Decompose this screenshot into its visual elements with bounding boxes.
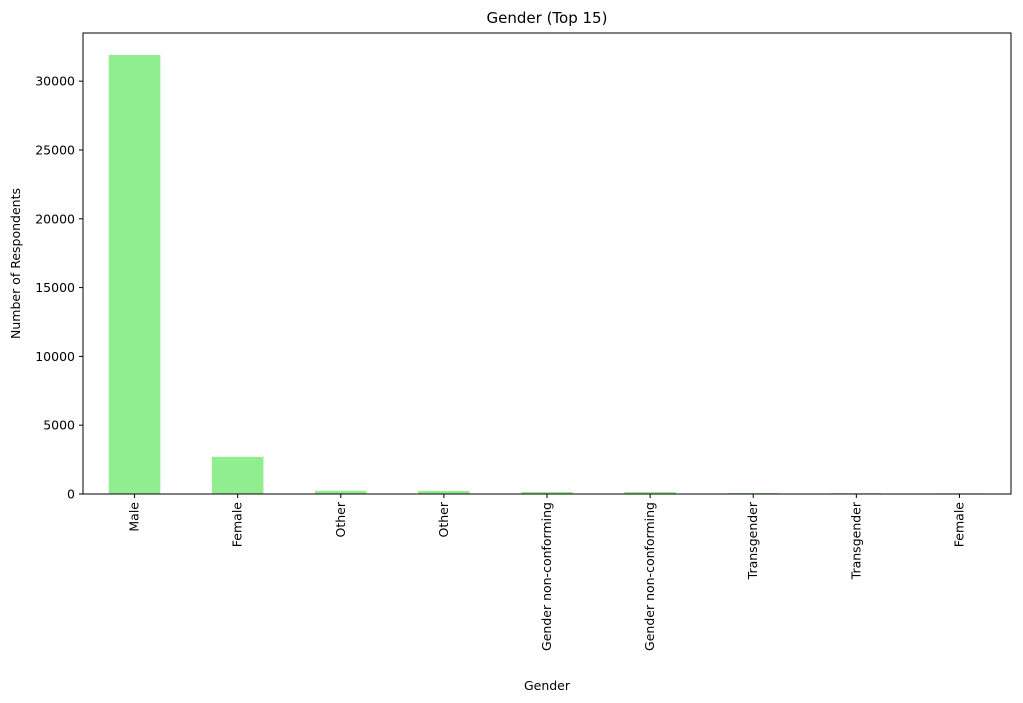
x-tick-label: Female (951, 502, 966, 548)
y-tick-label: 10000 (35, 349, 75, 364)
y-tick-label: 5000 (43, 418, 75, 433)
bars-group (108, 55, 986, 494)
x-tick-label: Other (436, 501, 451, 537)
plot-frame (82, 32, 1012, 495)
x-tick-label: Gender non-conforming (642, 502, 657, 651)
bar-4 (418, 490, 470, 494)
x-tick-label: Male (127, 502, 142, 532)
chart-title: Gender (Top 15) (487, 9, 608, 27)
y-tick-label: 0 (67, 487, 75, 502)
x-tick-label: Other (333, 501, 348, 537)
bar-5 (521, 491, 573, 494)
y-tick-label: 15000 (35, 280, 75, 295)
x-axis-label: Gender (524, 678, 571, 693)
bar-1 (108, 55, 161, 494)
y-axis-label: Number of Respondents (8, 188, 23, 339)
y-tick-label: 30000 (35, 74, 75, 89)
x-tick-label: Transgender (745, 501, 760, 580)
y-tick-label: 25000 (35, 142, 75, 157)
x-tick-label: Female (230, 502, 245, 548)
bar-3 (315, 490, 367, 494)
x-tick-label: Transgender (848, 501, 863, 580)
bar-6 (624, 492, 676, 494)
y-tick-label: 20000 (35, 211, 75, 226)
x-tick-label: Gender non-conforming (539, 502, 554, 651)
y-axis: 0 5000 10000 15000 20000 25000 30000 (35, 74, 83, 502)
x-axis: Male Female Other Other Gender non-conformin… (127, 494, 966, 651)
bar-2 (211, 456, 264, 494)
